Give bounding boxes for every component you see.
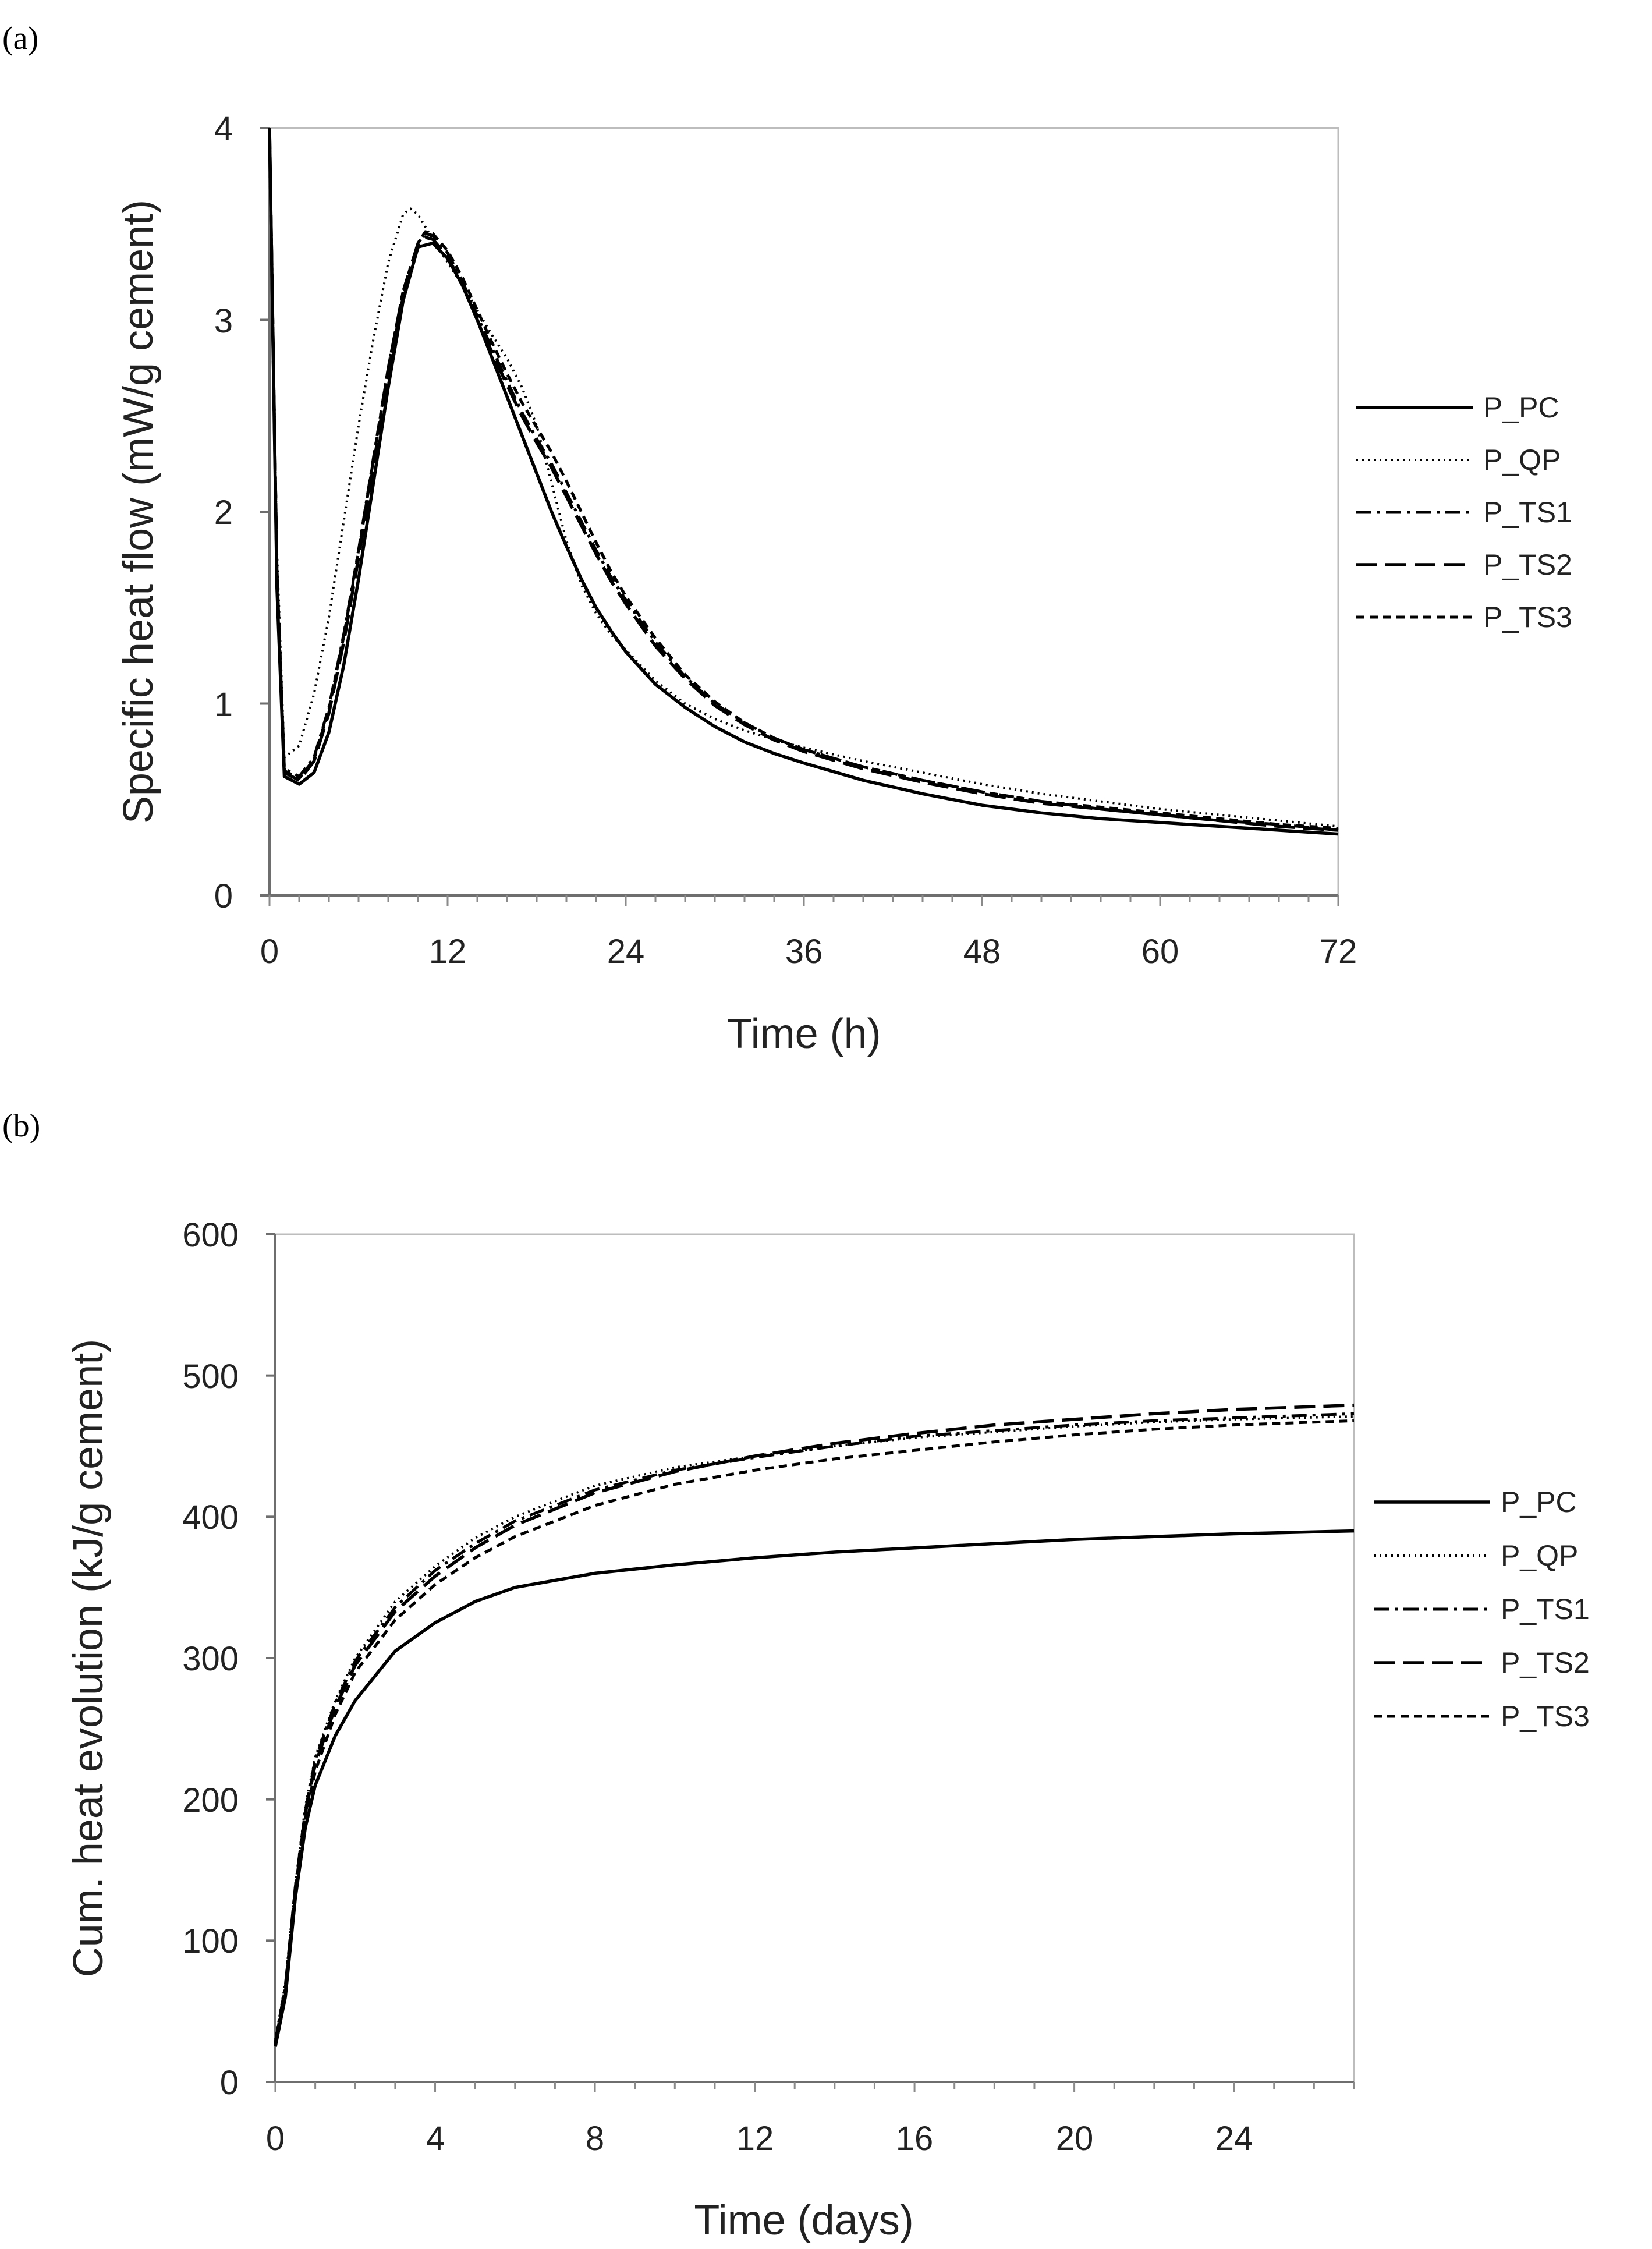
- legend-label-p-ts3: P_TS3: [1483, 601, 1572, 633]
- panel-b-x-tick-label: 16: [896, 2120, 934, 2158]
- series-line-p-pc: [274, 1529, 1355, 2047]
- panel-b-x-axis-title: Time (days): [694, 2197, 913, 2244]
- series-line-p-ts1: [274, 1412, 1355, 2043]
- legend-label-p-qp: P_QP: [1483, 444, 1561, 476]
- series-line-p-qp: [268, 127, 1339, 828]
- series-line-p-pc: [268, 127, 1339, 836]
- legend-label-p-qp: P_QP: [1501, 1539, 1578, 1572]
- panel-a-x-tick-label: 48: [963, 933, 1001, 971]
- panel-b-y-tick-label: 600: [182, 1216, 239, 1254]
- series-line-p-ts2: [274, 1403, 1355, 2044]
- panel-a-x-axis-title: Time (h): [726, 1011, 881, 1057]
- panel-b-legend: P_PC P_QP P_TS1 P_TS2 P_TS3: [1374, 1486, 1590, 1733]
- panel-a-x-tick-label: 36: [785, 933, 823, 971]
- panel-a-legend: P_PC P_QP P_TS1 P_TS2 P_TS3: [1356, 391, 1572, 633]
- legend-label-p-ts1: P_TS1: [1483, 496, 1572, 529]
- panel-b-y-axis-title: Cum. heat evolution (kJ/g cement): [65, 1339, 112, 1978]
- panel-a-ticks: [260, 127, 1339, 906]
- legend-label-p-pc: P_PC: [1483, 391, 1559, 424]
- panel-a-label: (a): [2, 20, 38, 56]
- panel-a-x-tick-label: 0: [260, 933, 279, 971]
- legend-label-p-ts1: P_TS1: [1501, 1593, 1590, 1625]
- panel-a-y-tick-label: 4: [214, 110, 233, 148]
- panel-b-y-tick-label: 0: [220, 2064, 239, 2102]
- panel-b-x-tick-label: 4: [426, 2120, 445, 2158]
- series-line-p-ts3: [268, 127, 1339, 830]
- panel-b-x-tick-label: 20: [1056, 2120, 1094, 2158]
- panel-b: (b) 0 100 200 300 400 500 600 0 4 8 12 1…: [2, 1108, 1590, 2244]
- panel-b-label: (b): [2, 1108, 40, 1144]
- panel-b-ticks: [266, 1233, 1355, 2092]
- panel-a-y-tick-label: 3: [214, 302, 233, 340]
- panel-b-plot-area: [274, 1233, 1355, 2083]
- series-line-p-qp: [274, 1415, 1355, 2040]
- panel-b-y-tick-label: 400: [182, 1499, 239, 1536]
- legend-label-p-ts2: P_TS2: [1483, 548, 1572, 581]
- panel-a-x-tick-label: 24: [607, 933, 645, 971]
- series-line-p-ts1: [268, 127, 1339, 832]
- panel-a-y-tick-label: 0: [214, 877, 233, 915]
- panel-a: (a) 0 1 2 3 4 0 12 24 36 48 60 72 Time (…: [2, 20, 1572, 1057]
- panel-b-y-tick-label: 100: [182, 1922, 239, 1960]
- panel-a-series: [268, 127, 1339, 836]
- panel-a-y-axis-title: Specific heat flow (mW/g cement): [115, 200, 162, 824]
- legend-label-p-ts2: P_TS2: [1501, 1646, 1590, 1679]
- panel-b-y-tick-label: 200: [182, 1782, 239, 1819]
- panel-a-y-tick-label: 2: [214, 494, 233, 532]
- panel-b-series: [274, 1403, 1355, 2047]
- panel-b-y-tick-label: 300: [182, 1640, 239, 1678]
- panel-a-x-tick-label: 60: [1141, 933, 1179, 971]
- panel-b-x-tick-label: 0: [266, 2120, 285, 2158]
- panel-a-y-tick-label: 1: [214, 686, 233, 724]
- panel-b-x-tick-label: 8: [586, 2120, 604, 2158]
- panel-a-x-tick-label: 12: [429, 933, 467, 971]
- panel-a-x-tick-label: 72: [1320, 933, 1357, 971]
- series-line-p-ts3: [274, 1419, 1355, 2046]
- legend-label-p-ts3: P_TS3: [1501, 1700, 1590, 1733]
- panel-b-y-tick-label: 500: [182, 1358, 239, 1396]
- panel-b-x-tick-label: 24: [1215, 2120, 1253, 2158]
- panel-b-x-tick-label: 12: [736, 2120, 774, 2158]
- legend-label-p-pc: P_PC: [1501, 1486, 1577, 1518]
